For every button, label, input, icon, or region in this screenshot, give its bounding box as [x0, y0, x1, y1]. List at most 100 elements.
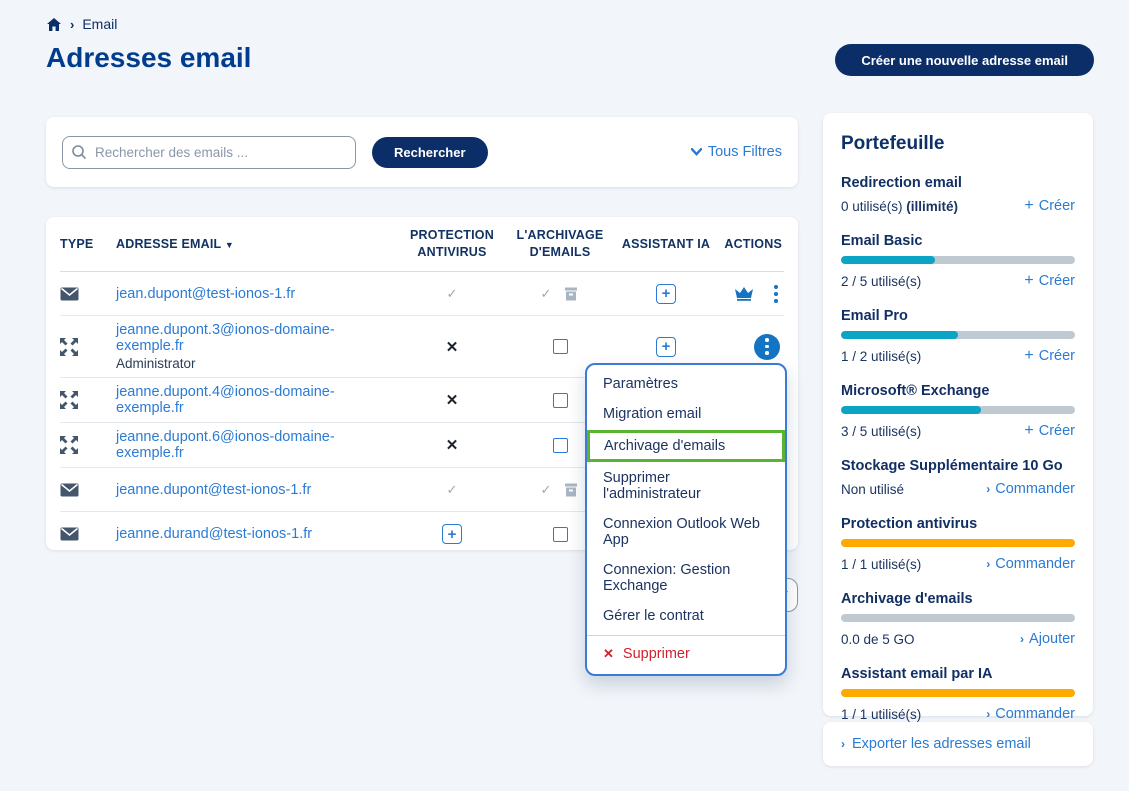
chevron-right-icon: ›: [841, 737, 845, 751]
wallet-action-link[interactable]: + Créer: [1024, 347, 1075, 365]
type-cell: [60, 337, 116, 356]
menu-item-g-rer-le-contrat[interactable]: Gérer le contrat: [603, 608, 704, 624]
archive-checkbox[interactable]: [552, 437, 568, 453]
actions-cell: [720, 283, 784, 305]
home-icon[interactable]: [46, 17, 62, 32]
create-email-button[interactable]: Créer une nouvelle adresse email: [835, 44, 1094, 76]
email-address-link[interactable]: jeanne.dupont.6@ionos-domaine-exemple.fr: [116, 429, 335, 461]
menu-item-connexion-outlook-web-app[interactable]: Connexion Outlook Web App: [603, 516, 760, 548]
menu-item-supprimer-l-administrateur[interactable]: Supprimer l'administrateur: [603, 470, 701, 502]
assistant-cell: +: [612, 283, 720, 304]
email-type-icon: [60, 527, 79, 541]
antivirus-cell: ✓: [396, 286, 508, 302]
usage-bar: [841, 406, 1075, 414]
all-filters-link[interactable]: Tous Filtres: [690, 144, 782, 160]
usage-bar: [841, 331, 1075, 339]
archive-trash-icon[interactable]: [563, 286, 579, 302]
add-icon[interactable]: +: [656, 336, 676, 357]
delete-x-icon: ✕: [603, 646, 614, 661]
wallet-item: Stockage Supplémentaire 10 Go Non utilisé…: [841, 458, 1075, 497]
menu-item-connexion-gestion-exchange[interactable]: Connexion: Gestion Exchange: [603, 562, 731, 594]
product-name: Archivage d'emails: [841, 591, 973, 607]
email-address-link[interactable]: jeanne.dupont.4@ionos-domaine-exemple.fr: [116, 384, 335, 416]
menu-item-migration-email[interactable]: Migration email: [603, 406, 702, 422]
exchange-type-icon: [60, 436, 78, 454]
search-input[interactable]: [62, 135, 356, 169]
product-name: Email Pro: [841, 308, 908, 324]
wallet-action-link[interactable]: › Ajouter: [1020, 631, 1075, 647]
wallet-action-link[interactable]: + Créer: [1024, 272, 1075, 290]
menu-item-archivage-d-emails[interactable]: Archivage d'emails: [587, 430, 785, 462]
email-address-link[interactable]: jeanne.dupont.3@ionos-domaine-exemple.fr: [116, 322, 335, 354]
usage-text: 0.0 de 5 GO: [841, 631, 915, 647]
col-header-type[interactable]: TYPE: [60, 236, 94, 251]
row-subtitle: Administrator: [116, 356, 196, 371]
email-cell: jeanne.dupont@test-ionos-1.fr: [116, 476, 396, 504]
archive-checkbox[interactable]: [552, 392, 568, 408]
add-icon[interactable]: +: [442, 524, 462, 544]
exchange-type-icon: [60, 391, 78, 409]
archive-trash-icon[interactable]: [563, 482, 579, 498]
product-name: Assistant email par IA: [841, 666, 993, 682]
email-type-icon: [60, 287, 79, 300]
antivirus-cell: +: [396, 524, 508, 544]
admin-crown-icon[interactable]: [734, 286, 754, 301]
menu-item-delete[interactable]: ✕ Supprimer: [587, 635, 785, 670]
plus-icon: +: [1024, 272, 1034, 289]
email-cell: jeanne.durand@test-ionos-1.fr: [116, 520, 396, 548]
email-address-link[interactable]: jeanne.dupont@test-ionos-1.fr: [116, 481, 312, 498]
page-title: Adresses email: [46, 42, 252, 73]
archive-cell: [508, 339, 612, 354]
col-header-antivirus[interactable]: PROTECTION ANTIVIRUS: [410, 228, 494, 259]
chevron-down-icon: [690, 148, 702, 156]
type-cell: [60, 287, 116, 301]
wallet-action-link[interactable]: › Commander: [986, 556, 1075, 572]
archive-cell: [508, 526, 612, 542]
sort-desc-icon: ▼: [224, 239, 234, 250]
wallet-items: Redirection email 0 utilisé(s) (illimité)…: [841, 175, 1075, 722]
col-header-archive[interactable]: L'ARCHIVAGE D'EMAILS: [516, 228, 604, 259]
type-cell: [60, 527, 116, 541]
row-menu-button[interactable]: [772, 283, 780, 305]
email-address-link[interactable]: jeanne.durand@test-ionos-1.fr: [116, 526, 313, 542]
table-header-row: TYPE ADRESSE EMAIL ▼ PROTECTION ANTIVIRU…: [60, 217, 784, 272]
add-icon[interactable]: +: [656, 283, 676, 304]
wallet-action-link[interactable]: + Créer: [1024, 422, 1075, 440]
col-header-assistant[interactable]: ASSISTANT IA: [621, 236, 711, 251]
antivirus-cell: ✕: [396, 436, 508, 454]
export-panel: › Exporter les adresses email: [823, 722, 1093, 766]
menu-item-param-tres[interactable]: Paramètres: [603, 376, 678, 392]
wallet-action-link[interactable]: › Commander: [986, 481, 1075, 497]
table-row: jeanne.dupont.4@ionos-domaine-exemple.fr…: [60, 378, 784, 423]
row-menu-button-active[interactable]: [754, 333, 780, 360]
plus-icon: +: [1024, 347, 1034, 364]
enabled-check-icon: ✓: [446, 481, 458, 497]
product-name: Stockage Supplémentaire 10 Go: [841, 458, 1063, 474]
wallet-item: Microsoft® Exchange 3 / 5 utilisé(s) + Crée…: [841, 383, 1075, 439]
email-cell: jeanne.dupont.6@ionos-domaine-exemple.fr: [116, 423, 396, 467]
table-row: jean.dupont@test-ionos-1.fr ✓ ✓ +: [60, 272, 784, 316]
product-name: Email Basic: [841, 233, 923, 249]
product-name: Microsoft® Exchange: [841, 383, 990, 399]
type-cell: [60, 436, 116, 454]
wallet-item: Email Pro 1 / 2 utilisé(s) + Créer: [841, 308, 1075, 364]
chevron-right-icon: ›: [1020, 632, 1025, 646]
wallet-action-link[interactable]: + Créer: [1024, 197, 1075, 215]
archive-cell: ✓: [508, 286, 612, 302]
email-type-icon: [60, 483, 79, 496]
search-button[interactable]: Rechercher: [372, 136, 488, 168]
wallet-panel: Portefeuille Redirection email 0 utilisé(…: [823, 113, 1093, 722]
archive-checkbox[interactable]: [552, 339, 568, 354]
usage-text: Non utilisé: [841, 481, 905, 497]
wallet-action-link[interactable]: › Commander: [986, 706, 1075, 722]
col-header-email[interactable]: ADRESSE EMAIL ▼: [116, 236, 234, 251]
wallet-item: Assistant email par IA 1 / 1 utilisé(s) › C…: [841, 666, 1075, 722]
email-address-link[interactable]: jean.dupont@test-ionos-1.fr: [116, 285, 296, 302]
archive-checkbox[interactable]: [552, 526, 568, 542]
enabled-check-icon: ✓: [540, 481, 552, 497]
usage-text: 2 / 5 utilisé(s): [841, 273, 922, 289]
export-addresses-link[interactable]: › Exporter les adresses email: [841, 736, 1031, 752]
exchange-type-icon: [60, 337, 78, 356]
breadcrumb-item-email[interactable]: Email: [82, 16, 118, 32]
